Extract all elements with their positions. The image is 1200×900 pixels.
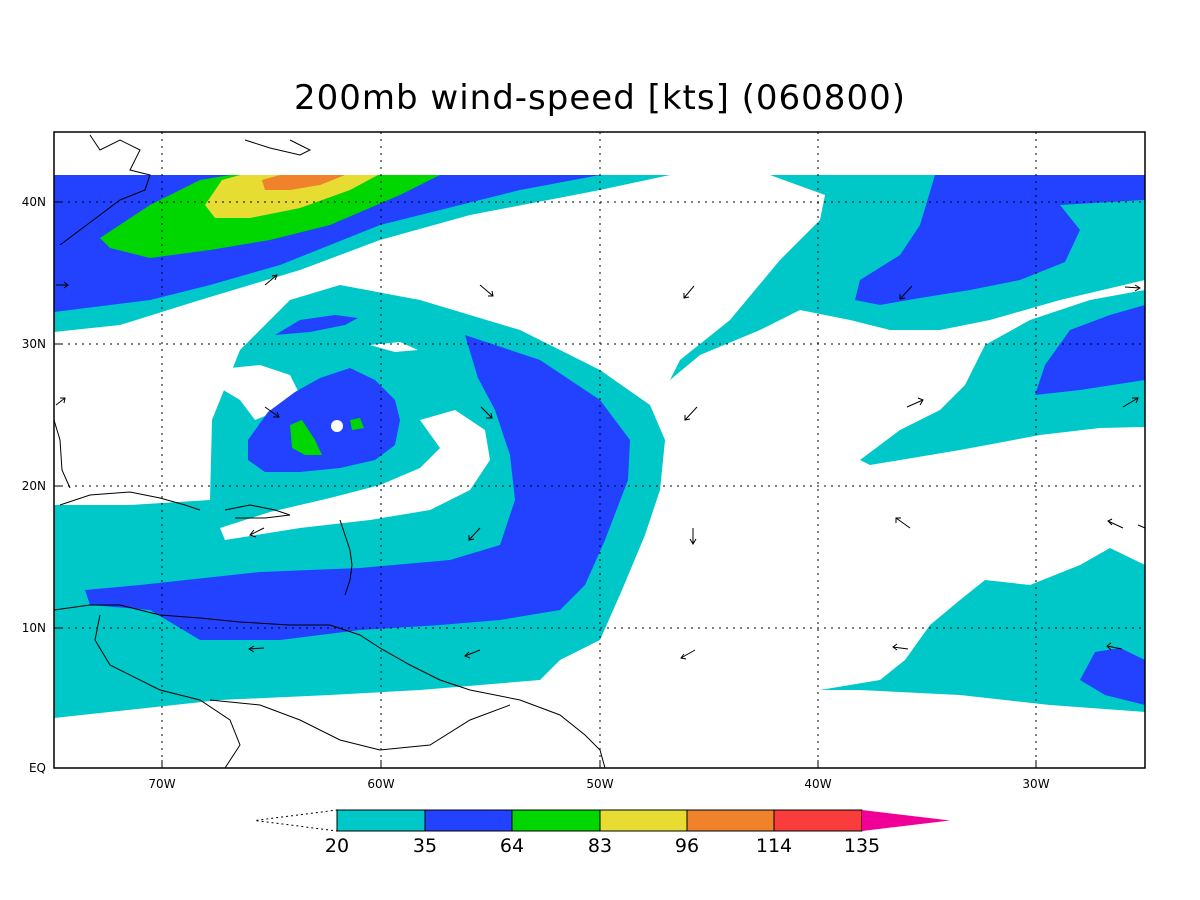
colorbar-upper-extension (862, 810, 950, 831)
central-america-coast (54, 604, 361, 636)
wind-arrow (1137, 524, 1146, 529)
cyan-region-southeast (820, 548, 1145, 712)
north-america-coast (59, 134, 151, 246)
gridlines (54, 132, 1145, 768)
shaded-field (54, 175, 1145, 718)
lon-label-70w: 70W (148, 777, 175, 791)
lat-label-30n: 30N (22, 337, 46, 351)
south-america-coast (94, 614, 606, 768)
wind-arrow (683, 285, 695, 299)
colorbar-bin-35-64 (424, 809, 513, 832)
coastlines (54, 134, 606, 768)
nova-scotia-coast (244, 139, 312, 156)
colorbar-label-20: 20 (325, 835, 349, 857)
wind-arrow (248, 645, 265, 653)
yellow-region-jet (205, 175, 378, 218)
wind-arrow (1107, 518, 1124, 529)
colorbar-bin-83-96 (599, 809, 688, 832)
wind-arrow (906, 397, 924, 408)
green-spot-b (350, 418, 364, 430)
calm-curve-gap (220, 410, 490, 540)
wind-arrow (892, 643, 909, 651)
colorbar-label-35: 35 (413, 835, 437, 857)
blue-region-northeast (855, 175, 1145, 305)
green-region-jet (100, 175, 440, 258)
wind-vectors (55, 274, 1146, 660)
wind-arrow (1124, 284, 1141, 292)
wind-arrow (899, 285, 913, 300)
hispaniola-coast (224, 504, 291, 519)
wind-arrow (479, 284, 494, 297)
colorbar-label-64: 64 (500, 835, 524, 857)
calm-gap-small (370, 342, 418, 352)
axis-ticks (54, 201, 1037, 768)
lon-label-40w: 40W (804, 777, 831, 791)
lat-label-eq: EQ (29, 761, 46, 775)
wind-arrow (895, 517, 911, 529)
wind-arrow (680, 649, 696, 660)
wind-arrow (249, 527, 265, 538)
blue-region-core (248, 368, 400, 472)
colorbar-label-135: 135 (844, 835, 880, 857)
wind-arrow (264, 274, 278, 286)
cuba-coast (59, 491, 201, 511)
blue-region-east (1035, 305, 1145, 395)
colorbar-label-96: 96 (675, 835, 699, 857)
wind-arrow (684, 406, 698, 421)
south-america-interior (209, 699, 511, 751)
lon-label-60w: 60W (367, 777, 394, 791)
wind-arrow (480, 406, 493, 419)
wind-arrow (56, 281, 69, 289)
map-title: 200mb wind-speed [kts] (060800) (294, 78, 906, 118)
colorbar-bin-20-35 (336, 809, 426, 832)
colorbar-label-83: 83 (588, 835, 612, 857)
lat-label-20n: 20N (22, 479, 46, 493)
lon-label-30w: 30W (1022, 777, 1049, 791)
wind-arrow (55, 397, 66, 406)
wind-arrow (1122, 397, 1139, 408)
blue-region-streak (275, 315, 358, 335)
green-spot-a (290, 420, 322, 455)
lat-label-10n: 10N (22, 621, 46, 635)
blue-region-southeast (1080, 648, 1145, 705)
colorbar-bin-114-135 (773, 809, 863, 832)
colorbar-label-114: 114 (756, 835, 792, 857)
wind-arrow (464, 649, 481, 659)
colorbar-lower-extension (254, 809, 338, 832)
wind-arrow (468, 527, 481, 541)
colorbar: 20 35 64 83 96 114 135 (254, 809, 950, 857)
colorbar-bin-96-114 (686, 809, 775, 832)
wind-arrow (1106, 642, 1123, 651)
wind-arrow (689, 528, 697, 545)
orange-region-jet (262, 175, 345, 190)
antilles-islands (339, 519, 353, 596)
florida-coast (54, 419, 71, 489)
lat-label-40n: 40N (22, 195, 46, 209)
colorbar-bin-64-83 (511, 809, 601, 832)
wind-arrow (264, 406, 280, 418)
blue-region-ring (85, 335, 630, 640)
white-eye-spot (331, 420, 343, 432)
lon-label-50w: 50W (586, 777, 613, 791)
